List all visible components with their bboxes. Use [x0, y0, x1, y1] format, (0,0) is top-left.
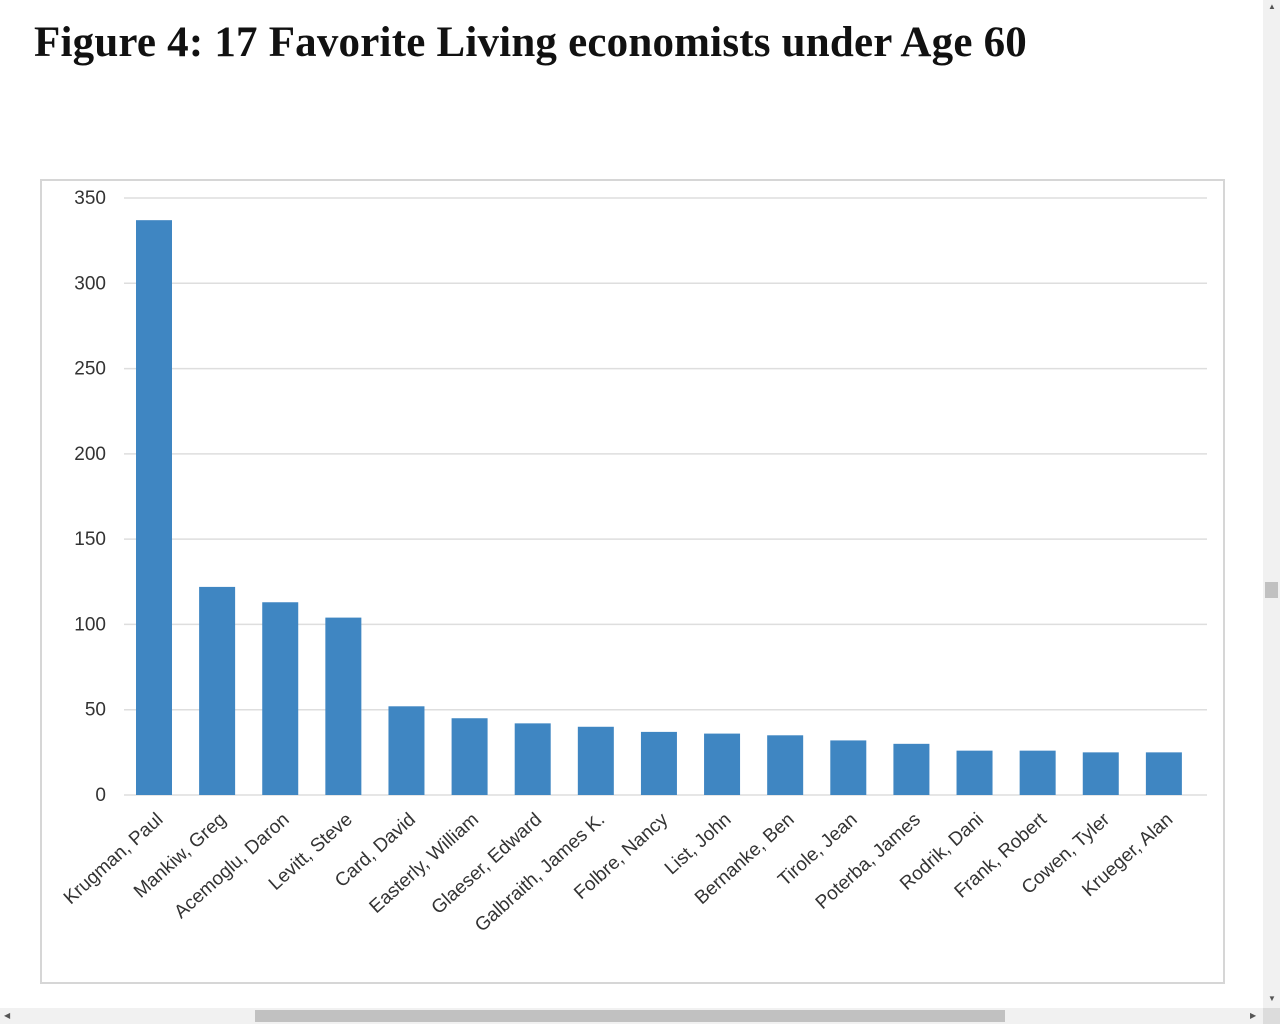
bar	[1145, 752, 1182, 795]
y-tick-label: 250	[74, 359, 106, 380]
bar	[388, 706, 425, 795]
horizontal-scrollbar[interactable]: ◀ ▶	[0, 1008, 1263, 1024]
bar	[577, 726, 614, 795]
bar	[325, 617, 362, 795]
bar	[199, 586, 236, 795]
figure-title: Figure 4: 17 Favorite Living economists …	[34, 19, 1027, 66]
bar	[136, 220, 172, 795]
bar	[1082, 752, 1119, 795]
vertical-scrollbar[interactable]: ▲ ▼	[1263, 0, 1280, 1008]
y-tick-label: 150	[74, 529, 106, 550]
bar	[956, 750, 993, 795]
bar	[514, 723, 551, 795]
bar	[830, 740, 867, 795]
y-tick-label: 200	[74, 444, 106, 465]
scroll-down-icon[interactable]: ▼	[1268, 994, 1276, 1003]
scroll-left-icon[interactable]: ◀	[4, 1011, 11, 1020]
bar	[262, 602, 299, 795]
scrollbar-corner	[1263, 1008, 1280, 1024]
scroll-up-icon[interactable]: ▲	[1268, 2, 1276, 11]
x-tick-label: Acemoglu, Daron	[170, 809, 293, 923]
y-tick-label: 350	[74, 188, 106, 209]
bar	[451, 718, 488, 795]
y-tick-label: 50	[85, 700, 106, 721]
bar	[704, 733, 741, 795]
x-tick-label: Easterly, William	[366, 809, 483, 918]
bar	[767, 735, 804, 795]
x-tick-label: Glaeser, Edward	[428, 809, 546, 919]
bar	[1019, 750, 1056, 795]
scroll-right-icon[interactable]: ▶	[1250, 1011, 1257, 1020]
bar	[640, 731, 677, 795]
horizontal-scroll-thumb[interactable]	[255, 1010, 1005, 1022]
chart-frame: 0 50 100 150 200 250 300 350 Krugman, Paul Mankiw…	[40, 179, 1225, 984]
y-tick-label: 0	[95, 785, 106, 806]
bar	[893, 743, 930, 795]
y-tick-label: 300	[74, 273, 106, 294]
vertical-scroll-thumb[interactable]	[1265, 582, 1278, 598]
y-tick-label: 100	[74, 614, 106, 635]
